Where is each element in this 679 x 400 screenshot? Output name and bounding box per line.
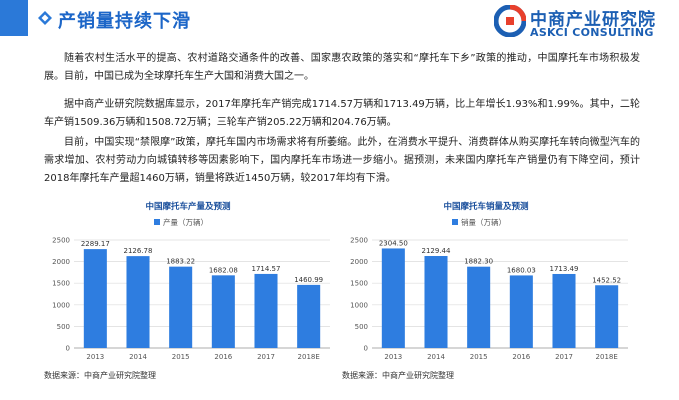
x-tick-label: 2018E — [298, 353, 320, 361]
bar — [424, 256, 448, 348]
logo-mark-icon — [494, 5, 526, 37]
header-accent-bar — [0, 0, 28, 36]
data-label: 1452.52 — [592, 276, 621, 284]
bar — [83, 249, 107, 348]
data-label: 2289.17 — [81, 240, 110, 248]
bar — [509, 275, 533, 348]
y-tick-label: 0 — [66, 345, 70, 353]
bar — [297, 284, 321, 348]
x-tick-label: 2017 — [555, 353, 573, 361]
y-tick-label: 500 — [57, 323, 70, 331]
y-tick-label: 1000 — [52, 301, 70, 309]
paragraph-forecast: 目前，中国实现“禁限摩”政策，摩托车国内市场需求将有所萎缩。此外，在消费水平提升… — [44, 137, 640, 184]
bar — [595, 285, 619, 348]
header: 产销量持续下滑 中商产业研究院 ASKCI CONSULTING — [0, 0, 679, 42]
data-label: 2304.50 — [379, 239, 408, 247]
legend-swatch — [452, 219, 458, 225]
page-title: 产销量持续下滑 — [58, 11, 191, 32]
bar — [126, 256, 150, 348]
x-tick-label: 2014 — [427, 353, 445, 361]
y-tick-label: 1500 — [350, 280, 368, 288]
legend-label: 产量（万辆） — [163, 217, 208, 227]
y-tick-label: 2000 — [52, 258, 70, 266]
data-label: 2126.78 — [124, 247, 153, 255]
x-tick-label: 2014 — [129, 353, 147, 361]
data-label: 1682.08 — [209, 266, 238, 274]
paragraph-production-sales: 据中商产业研究院数据库显示，2017年摩托车产销完成1714.57万辆和1713… — [44, 99, 640, 128]
x-tick-label: 2015 — [470, 353, 488, 361]
bar — [169, 266, 193, 348]
data-label: 1680.03 — [507, 266, 536, 274]
y-tick-label: 1000 — [350, 301, 368, 309]
production-chart: 中国摩托车产量及预测 产量（万辆） 0 500 1000 1500 2000 2500 2289… — [38, 200, 338, 372]
bar — [467, 266, 491, 348]
legend-swatch — [154, 219, 160, 225]
x-tick-label: 2015 — [172, 353, 190, 361]
data-label: 1714.57 — [252, 265, 281, 273]
data-label: 1713.49 — [550, 265, 579, 273]
data-label: 2129.44 — [422, 247, 451, 255]
bar — [552, 273, 576, 348]
legend-label: 销量（万辆） — [461, 217, 506, 227]
logo-english-name: ASKCI CONSULTING — [530, 26, 654, 39]
x-tick-label: 2013 — [86, 353, 104, 361]
y-tick-label: 1500 — [52, 280, 70, 288]
data-label: 1882.30 — [464, 258, 493, 266]
x-tick-label: 2016 — [214, 353, 232, 361]
bar — [211, 275, 235, 348]
y-tick-label: 2500 — [350, 237, 368, 245]
data-label: 1460.99 — [294, 276, 323, 284]
sales-chart: 中国摩托车销量及预测 销量（万辆） 0 500 1000 1500 2000 2500 2304… — [336, 200, 636, 372]
data-label: 1883.22 — [166, 258, 195, 266]
chart-title: 中国摩托车产量及预测 — [145, 201, 231, 212]
y-tick-label: 2500 — [52, 237, 70, 245]
x-tick-label: 2018E — [596, 353, 618, 361]
company-logo: 中商产业研究院 ASKCI CONSULTING — [494, 3, 676, 43]
chart-title: 中国摩托车销量及预测 — [443, 201, 529, 212]
logo-chinese-name: 中商产业研究院 — [530, 10, 656, 30]
sales-chart-source: 数据来源：中商产业研究院整理 — [342, 371, 454, 380]
x-tick-label: 2013 — [384, 353, 402, 361]
y-tick-label: 500 — [355, 323, 368, 331]
x-tick-label: 2017 — [257, 353, 275, 361]
y-tick-label: 0 — [364, 345, 368, 353]
diamond-bullet-icon — [38, 11, 52, 25]
bar — [254, 273, 278, 348]
production-chart-source: 数据来源：中商产业研究院整理 — [44, 371, 156, 380]
x-tick-label: 2016 — [512, 353, 530, 361]
bar — [381, 248, 405, 348]
y-tick-label: 2000 — [350, 258, 368, 266]
paragraph-market-growth: 随着农村生活水平的提高、农村道路交通条件的改善、国家惠农政策的落实和“摩托车下乡… — [44, 53, 640, 82]
